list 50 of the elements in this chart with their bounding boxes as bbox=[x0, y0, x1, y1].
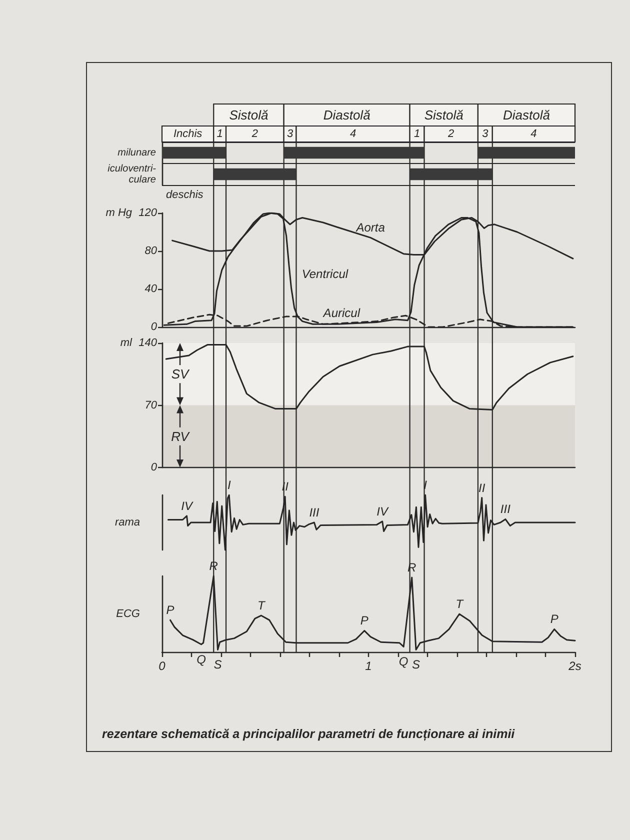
text: rezentare schematică a principalilor parametri de funcționare ai inimii bbox=[102, 727, 516, 741]
annotation: S bbox=[214, 658, 222, 672]
annotation: Aorta bbox=[355, 220, 386, 235]
band-label: Inchis bbox=[173, 128, 203, 140]
y-axis-title: rama bbox=[114, 516, 140, 528]
y-tick-label: milunare bbox=[118, 147, 156, 158]
band-label: Sistolă bbox=[424, 108, 464, 122]
band-label: 1 bbox=[216, 128, 223, 140]
band-label: Sistolă bbox=[229, 108, 268, 122]
band-label: 3 bbox=[286, 128, 294, 140]
y-tick-label: 120 bbox=[138, 207, 158, 219]
annotation: Ventricul bbox=[302, 266, 348, 281]
annotation: IV bbox=[376, 504, 389, 518]
y-tick-label: 80 bbox=[144, 245, 158, 257]
y-tick-label: 140 bbox=[138, 337, 158, 349]
annotation: Q bbox=[196, 652, 206, 666]
band-label: Diastolă bbox=[502, 108, 550, 122]
annotation: S bbox=[412, 658, 420, 672]
band-label: 4 bbox=[530, 128, 537, 140]
y-tick-label: 0 bbox=[150, 462, 158, 474]
band-label: 3 bbox=[482, 128, 490, 140]
y-tick-label: iculoventri- culare bbox=[108, 163, 157, 186]
y-axis-title: ECG bbox=[116, 608, 140, 620]
annotation: III bbox=[309, 506, 320, 520]
annotation: IV bbox=[181, 498, 194, 513]
annotation: Auricul bbox=[322, 306, 360, 320]
annotation: deschis bbox=[166, 189, 204, 201]
y-tick-label: 70 bbox=[144, 399, 158, 412]
band-label: 4 bbox=[350, 128, 356, 140]
band-label: 2 bbox=[447, 128, 454, 140]
x-tick-label: 2s bbox=[568, 659, 582, 673]
annotation: II bbox=[478, 480, 486, 495]
y-tick-label: 40 bbox=[144, 283, 158, 295]
annotation: Q bbox=[398, 654, 408, 669]
annotation: P bbox=[550, 612, 558, 626]
band-label: RV bbox=[171, 428, 190, 444]
band-label: 2 bbox=[250, 128, 258, 140]
band-label: 1 bbox=[414, 128, 420, 140]
x-tick-label: 1 bbox=[365, 659, 372, 673]
band-label: SV bbox=[171, 366, 190, 382]
band-label: Diastolă bbox=[323, 108, 370, 122]
annotation: T bbox=[257, 598, 266, 613]
y-axis-title: ml bbox=[120, 337, 133, 349]
y-tick-label: 0 bbox=[150, 321, 158, 333]
annotation: I bbox=[227, 478, 232, 492]
annotation: P bbox=[166, 603, 174, 618]
y-axis-title: m Hg bbox=[106, 207, 133, 219]
annotation: P bbox=[360, 614, 368, 628]
annotation: T bbox=[456, 597, 465, 611]
annotation: III bbox=[500, 502, 512, 516]
